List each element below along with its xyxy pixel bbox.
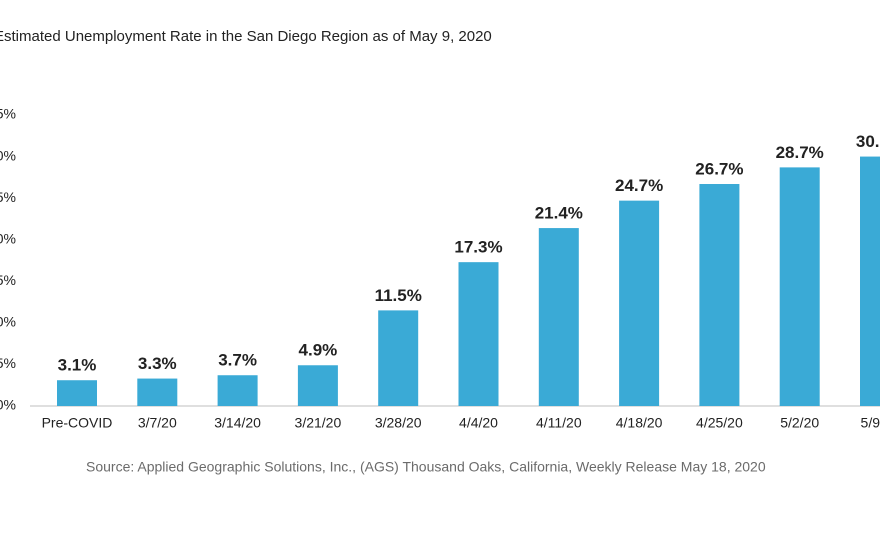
bar [217,375,258,406]
x-tick-label: 4/4/20 [459,415,498,431]
value-label: 11.5% [375,286,422,305]
x-tick-label: 3/21/20 [295,415,342,431]
x-tick-label: 3/28/20 [375,415,422,431]
y-tick-label: 15% [0,272,16,288]
source-note: Source: Applied Geographic Solutions, In… [86,459,766,475]
value-label: 17.3% [454,238,502,257]
x-tick-label: 4/25/20 [696,415,743,431]
value-label: 28.7% [776,143,824,162]
x-tick-label: 4/11/20 [536,415,582,431]
bar [699,184,740,406]
x-tick-label: 5/9/20 [861,415,880,431]
y-tick-label: 20% [0,230,16,246]
value-label: 4.9% [299,341,338,360]
bar [57,380,97,406]
value-label: 26.7% [695,159,743,178]
x-tick-label: 5/2/20 [780,415,819,431]
bar [458,262,499,406]
value-label: 30.0% [856,132,880,151]
bar [297,365,338,406]
x-tick-label: 3/7/20 [138,415,177,431]
x-tick-label: 4/18/20 [616,415,663,431]
y-tick-label: 5% [0,355,16,371]
value-label: 3.1% [58,356,97,375]
x-tick-label: 3/14/20 [214,415,261,431]
bar [378,310,419,406]
bar [860,156,880,406]
y-tick-label: 0% [0,397,16,413]
chart-title: Estimated Unemployment Rate in the San D… [0,28,492,45]
y-tick-label: 25% [0,189,16,205]
bar [619,200,660,406]
bar [137,378,178,406]
value-label: 21.4% [535,204,583,223]
y-tick-label: 30% [0,147,16,163]
value-label: 24.7% [615,176,663,195]
value-label: 3.7% [218,351,257,370]
y-tick-label: 10% [0,314,16,330]
bar [779,167,820,406]
y-tick-label: 35% [0,106,16,122]
value-label: 3.3% [138,354,177,373]
x-tick-label: Pre-COVID [42,415,113,431]
bar [538,228,579,406]
